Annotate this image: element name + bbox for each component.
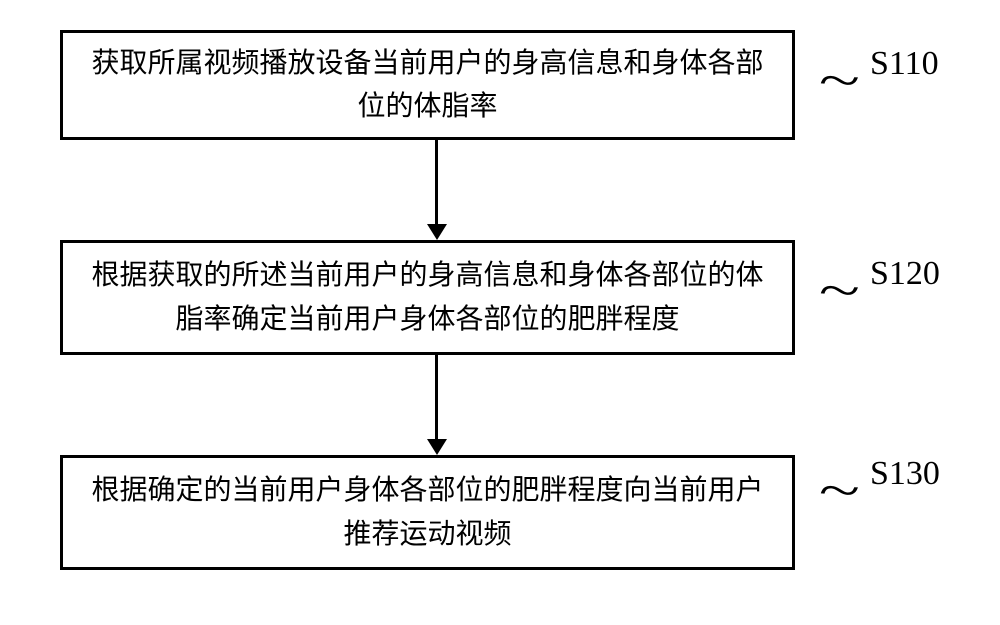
arrow-head-icon	[427, 224, 447, 240]
flow-label-s110: ~ S110	[870, 45, 939, 83]
tilde-icon: ~	[815, 464, 863, 519]
flowchart-canvas: 获取所属视频播放设备当前用户的身高信息和身体各部位的体脂率 ~ S110 根据获…	[0, 0, 1000, 625]
flow-step-s120-text: 根据获取的所述当前用户的身高信息和身体各部位的体脂率确定当前用户身体各部位的肥胖…	[83, 254, 772, 341]
flow-label-s130: ~ S130	[870, 455, 940, 493]
flow-step-s110: 获取所属视频播放设备当前用户的身高信息和身体各部位的体脂率	[60, 30, 795, 140]
flow-arrow-1	[427, 140, 447, 240]
arrow-shaft	[435, 140, 438, 226]
flow-label-s120-text: S120	[870, 255, 940, 292]
arrow-head-icon	[427, 439, 447, 455]
flow-arrow-2	[427, 355, 447, 455]
tilde-icon: ~	[815, 264, 863, 319]
tilde-icon: ~	[815, 54, 863, 109]
flow-label-s130-text: S130	[870, 455, 940, 492]
flow-step-s130-text: 根据确定的当前用户身体各部位的肥胖程度向当前用户推荐运动视频	[83, 469, 772, 556]
flow-step-s120: 根据获取的所述当前用户的身高信息和身体各部位的体脂率确定当前用户身体各部位的肥胖…	[60, 240, 795, 355]
flow-step-s110-text: 获取所属视频播放设备当前用户的身高信息和身体各部位的体脂率	[83, 42, 772, 129]
flow-step-s130: 根据确定的当前用户身体各部位的肥胖程度向当前用户推荐运动视频	[60, 455, 795, 570]
arrow-shaft	[435, 355, 438, 441]
flow-label-s110-text: S110	[870, 45, 939, 82]
flow-label-s120: ~ S120	[870, 255, 940, 293]
